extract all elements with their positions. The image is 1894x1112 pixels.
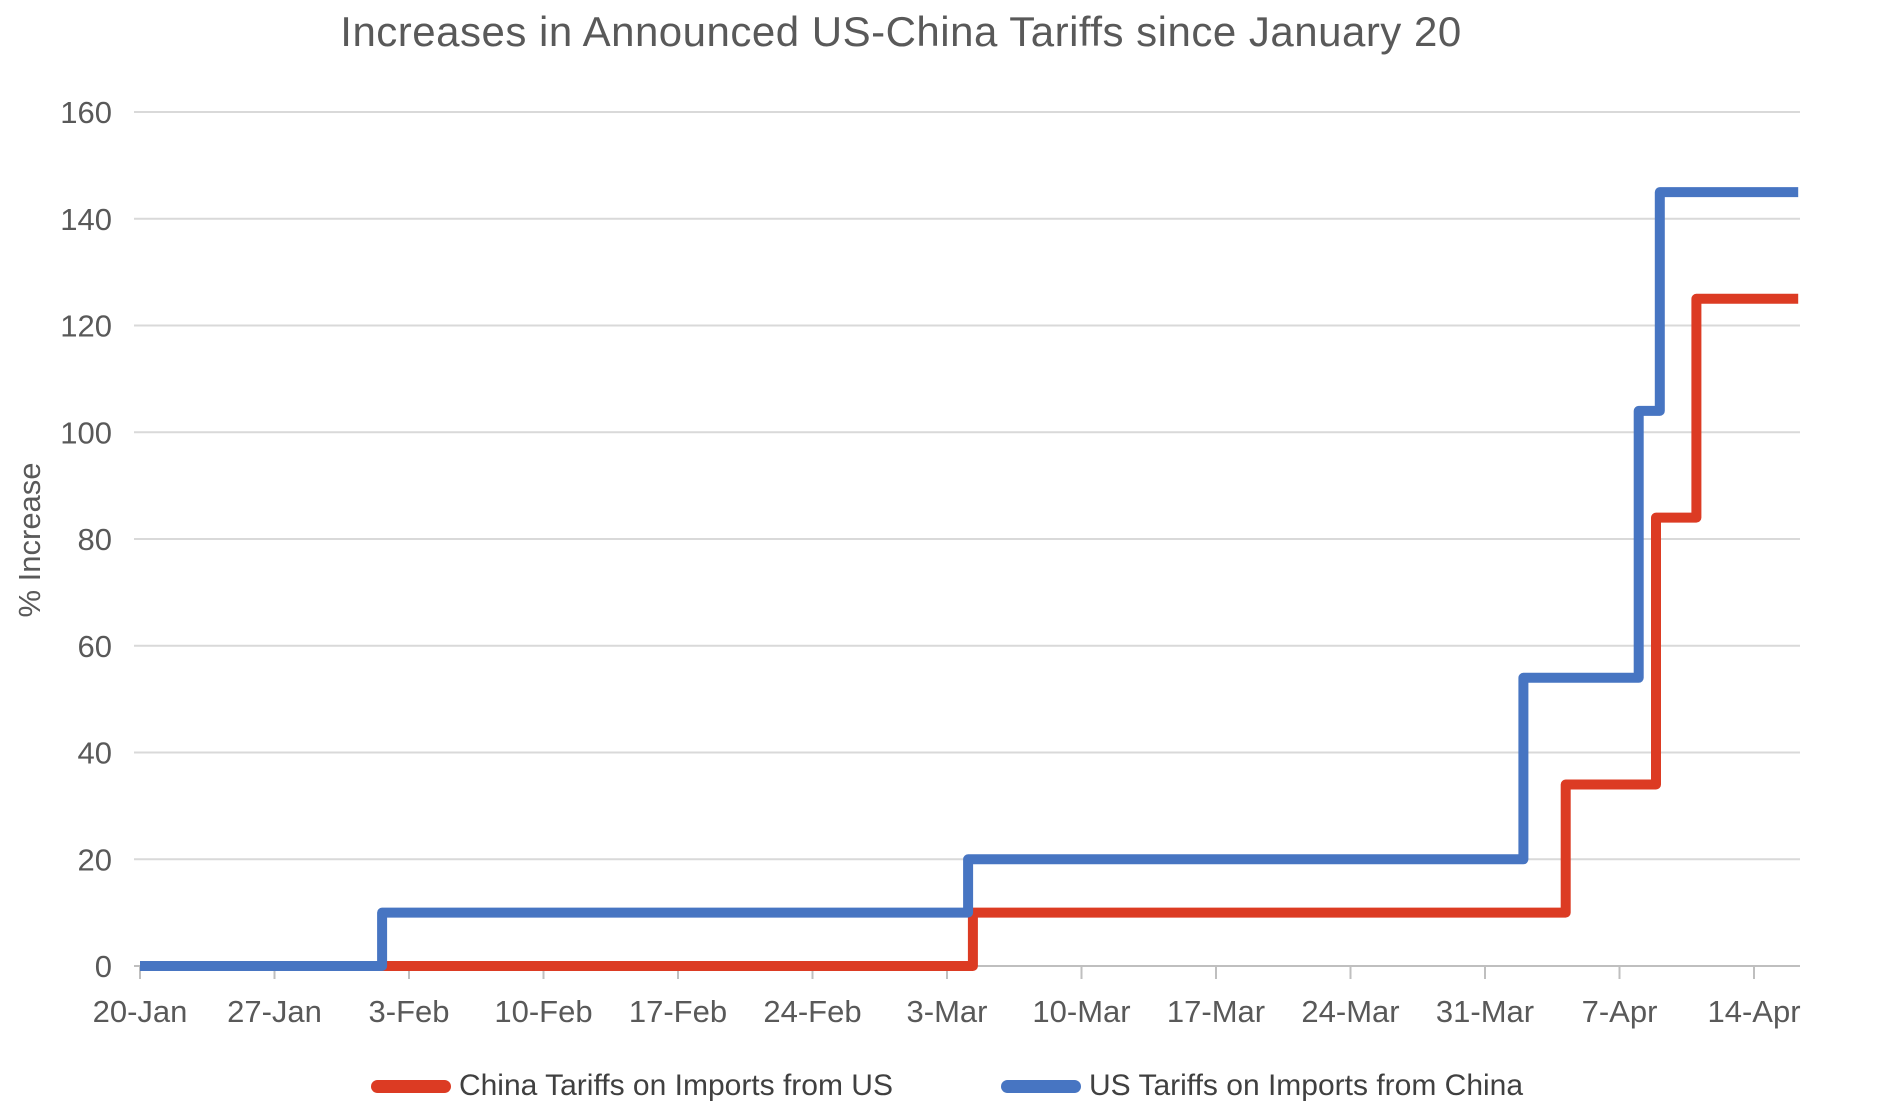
- y-tick-label: 100: [60, 415, 112, 450]
- x-tick-label: 24-Mar: [1301, 994, 1399, 1029]
- y-tick-label: 40: [78, 736, 112, 771]
- x-tick-label: 3-Mar: [907, 994, 988, 1029]
- x-tick-label: 27-Jan: [227, 994, 322, 1029]
- legend-swatch-icon: [370, 1079, 451, 1093]
- chart-title: Increases in Announced US-China Tariffs …: [340, 8, 1462, 55]
- y-tick-label: 60: [78, 629, 112, 664]
- series-line: [140, 187, 1799, 971]
- y-tick-label: 140: [60, 202, 112, 237]
- series-line: [140, 293, 1799, 971]
- legend-item: China Tariffs on Imports from US: [370, 1069, 893, 1103]
- y-tick-label: 120: [60, 309, 112, 344]
- y-tick-label: 20: [78, 842, 112, 877]
- x-tick-label: 17-Feb: [629, 994, 727, 1029]
- x-tick-label: 14-Apr: [1707, 994, 1800, 1029]
- y-tick-label: 0: [95, 949, 112, 984]
- y-tick-label: 80: [78, 522, 112, 557]
- legend: China Tariffs on Imports from US US Tarif…: [0, 1066, 1894, 1106]
- x-tick-label: 17-Mar: [1167, 994, 1265, 1029]
- x-tick-label: 10-Mar: [1032, 994, 1130, 1029]
- x-tick-label: 3-Feb: [369, 994, 450, 1029]
- x-tick-label: 24-Feb: [763, 994, 861, 1029]
- legend-label: China Tariffs on Imports from US: [458, 1069, 893, 1102]
- x-tick-label: 10-Feb: [494, 994, 592, 1029]
- x-tick-label: 20-Jan: [93, 994, 188, 1029]
- x-tick-label: 31-Mar: [1436, 994, 1534, 1029]
- legend-item: US Tariffs on Imports from China: [1001, 1069, 1523, 1103]
- y-tick-label: 160: [60, 95, 112, 130]
- x-tick-label: 7-Apr: [1582, 994, 1658, 1029]
- legend-swatch-icon: [1001, 1079, 1081, 1093]
- legend-label: US Tariffs on Imports from China: [1089, 1069, 1524, 1102]
